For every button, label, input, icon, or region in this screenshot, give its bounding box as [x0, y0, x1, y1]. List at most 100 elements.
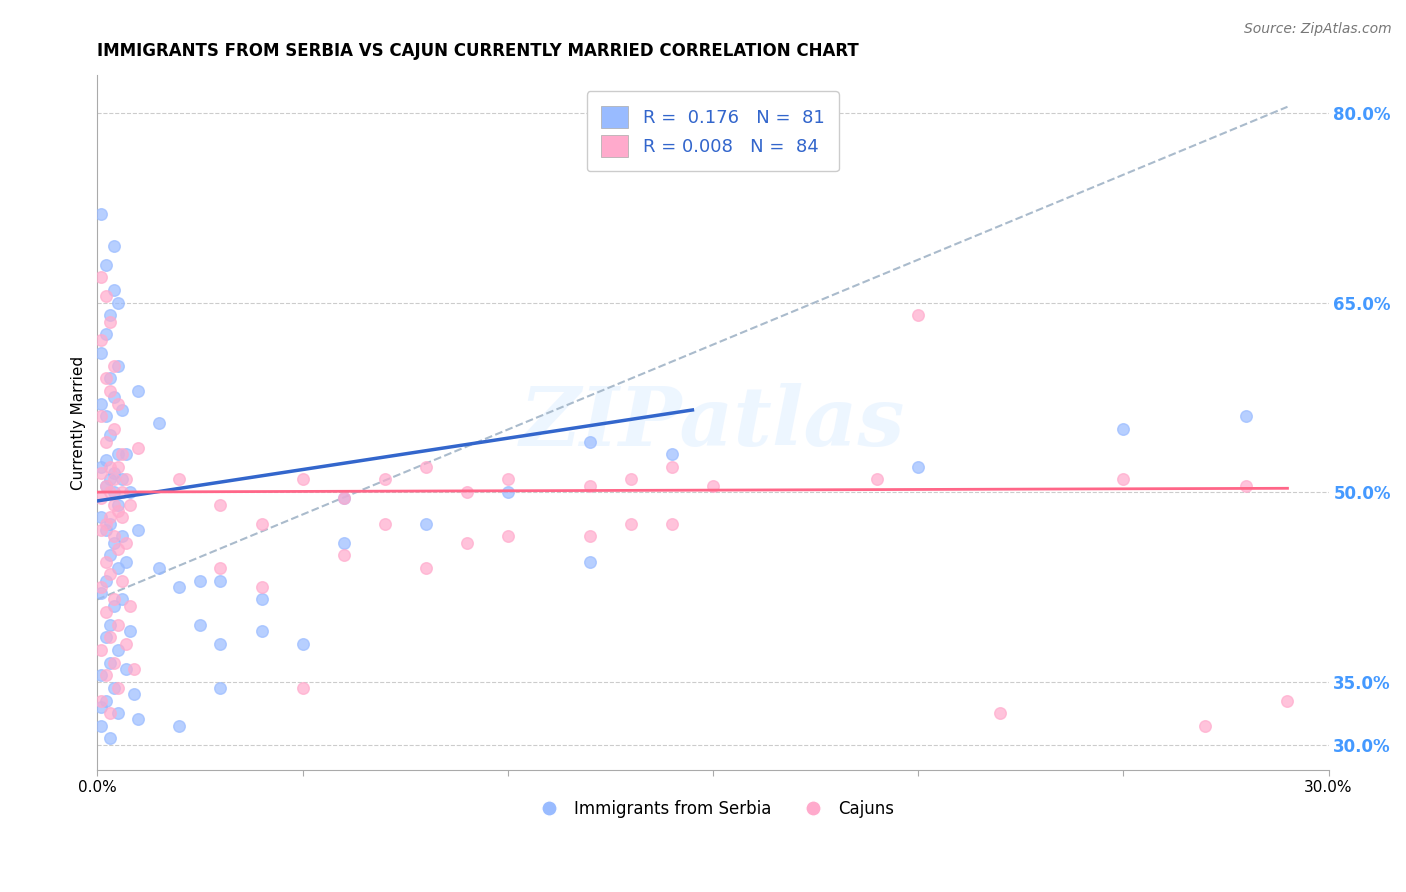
Point — [103, 422, 125, 436]
Point — [103, 359, 125, 373]
Point — [90, 523, 112, 537]
Point — [90, 699, 112, 714]
Point — [90, 346, 112, 360]
Point — [98, 428, 121, 442]
Point — [90, 334, 112, 348]
Point — [103, 535, 125, 549]
Point — [111, 403, 134, 417]
Point — [98, 731, 121, 746]
Y-axis label: Currently Married: Currently Married — [72, 356, 86, 490]
Point — [620, 516, 643, 531]
Point — [103, 485, 125, 500]
Point — [98, 384, 121, 398]
Point — [148, 416, 170, 430]
Point — [90, 586, 112, 600]
Point — [620, 472, 643, 486]
Point — [94, 479, 117, 493]
Point — [98, 706, 121, 720]
Point — [107, 561, 129, 575]
Point — [456, 535, 478, 549]
Point — [98, 548, 121, 562]
Point — [98, 472, 121, 486]
Point — [115, 447, 138, 461]
Point — [107, 447, 129, 461]
Point — [456, 485, 478, 500]
Point — [1112, 472, 1135, 486]
Point — [94, 631, 117, 645]
Point — [1112, 422, 1135, 436]
Point — [115, 637, 138, 651]
Point — [332, 548, 354, 562]
Point — [374, 516, 396, 531]
Point — [250, 592, 273, 607]
Point — [250, 516, 273, 531]
Point — [94, 516, 117, 531]
Point — [332, 491, 354, 506]
Point — [107, 541, 129, 556]
Point — [209, 574, 232, 588]
Point — [661, 447, 683, 461]
Point — [148, 561, 170, 575]
Point — [127, 384, 149, 398]
Point — [250, 580, 273, 594]
Point — [90, 643, 112, 657]
Point — [98, 459, 121, 474]
Point — [120, 485, 142, 500]
Point — [578, 529, 600, 543]
Point — [98, 510, 121, 524]
Point — [94, 289, 117, 303]
Point — [127, 713, 149, 727]
Point — [188, 617, 211, 632]
Point — [103, 592, 125, 607]
Point — [169, 472, 191, 486]
Point — [103, 656, 125, 670]
Point — [127, 441, 149, 455]
Point — [98, 567, 121, 582]
Point — [250, 624, 273, 638]
Point — [496, 529, 519, 543]
Point — [90, 719, 112, 733]
Point — [98, 656, 121, 670]
Point — [115, 535, 138, 549]
Point — [169, 719, 191, 733]
Point — [1194, 719, 1216, 733]
Point — [98, 314, 121, 328]
Point — [94, 258, 117, 272]
Point — [415, 561, 437, 575]
Point — [1236, 479, 1258, 493]
Point — [98, 308, 121, 322]
Point — [107, 397, 129, 411]
Point — [90, 466, 112, 480]
Point — [94, 693, 117, 707]
Point — [90, 207, 112, 221]
Point — [115, 662, 138, 676]
Point — [415, 516, 437, 531]
Point — [702, 479, 724, 493]
Point — [98, 371, 121, 385]
Point — [94, 605, 117, 619]
Point — [111, 472, 134, 486]
Point — [107, 504, 129, 518]
Point — [496, 485, 519, 500]
Point — [107, 681, 129, 695]
Point — [90, 459, 112, 474]
Point — [90, 693, 112, 707]
Point — [103, 681, 125, 695]
Point — [90, 510, 112, 524]
Point — [103, 466, 125, 480]
Point — [103, 472, 125, 486]
Point — [291, 681, 314, 695]
Point — [661, 459, 683, 474]
Point — [94, 523, 117, 537]
Point — [103, 529, 125, 543]
Point — [90, 409, 112, 424]
Point — [94, 453, 117, 467]
Point — [98, 485, 121, 500]
Point — [115, 555, 138, 569]
Point — [332, 535, 354, 549]
Point — [90, 668, 112, 682]
Point — [124, 687, 146, 701]
Text: ZIPatlas: ZIPatlas — [520, 383, 905, 463]
Point — [98, 617, 121, 632]
Point — [98, 631, 121, 645]
